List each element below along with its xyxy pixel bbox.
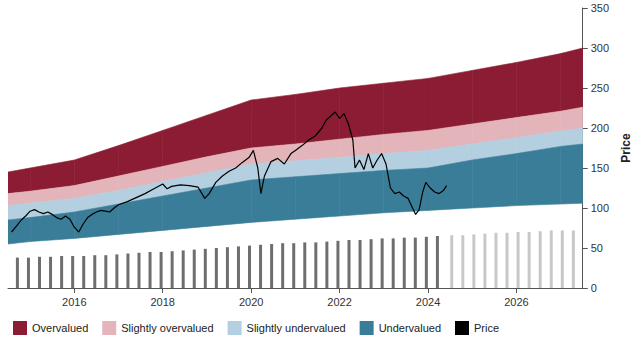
svg-text:50: 50 [591, 242, 603, 254]
svg-text:2016: 2016 [62, 296, 86, 308]
svg-text:Undervalued: Undervalued [379, 322, 441, 334]
svg-text:250: 250 [591, 82, 609, 94]
svg-text:200: 200 [591, 122, 609, 134]
svg-text:350: 350 [591, 2, 609, 14]
svg-text:2024: 2024 [416, 296, 440, 308]
svg-text:2026: 2026 [504, 296, 528, 308]
svg-text:2022: 2022 [327, 296, 351, 308]
svg-text:100: 100 [591, 202, 609, 214]
svg-text:0: 0 [591, 282, 597, 294]
svg-text:Slightly overvalued: Slightly overvalued [121, 322, 213, 334]
svg-text:150: 150 [591, 162, 609, 174]
svg-text:2018: 2018 [150, 296, 174, 308]
svg-text:300: 300 [591, 42, 609, 54]
svg-text:Slightly undervalued: Slightly undervalued [247, 322, 346, 334]
svg-text:Price: Price [619, 133, 633, 163]
svg-text:Overvalued: Overvalued [32, 322, 88, 334]
svg-text:Price: Price [474, 322, 499, 334]
svg-text:2020: 2020 [239, 296, 263, 308]
